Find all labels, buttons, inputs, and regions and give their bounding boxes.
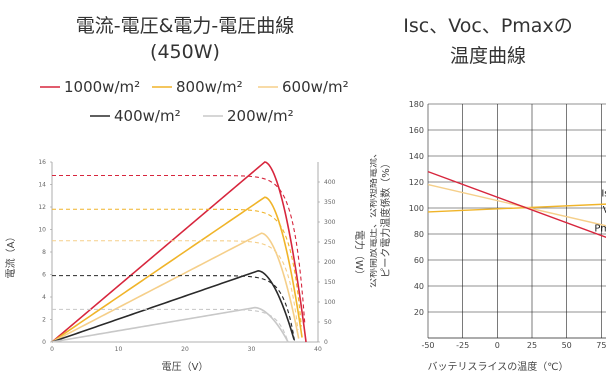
y-tick-label: 16 <box>38 159 46 166</box>
legend-label: 200w/m² <box>227 107 294 125</box>
series-line-Isc <box>427 203 606 213</box>
x-tick-label: 10 <box>115 346 123 353</box>
y-tick-label: 10 <box>38 227 46 234</box>
series-label-Voc: Voc <box>603 205 606 216</box>
chart-title: 電流-電圧&電力-電圧曲線 <box>76 15 295 37</box>
chart-title: Isc、Voc、Pmaxの <box>403 15 572 37</box>
legend-label: 600w/m² <box>282 78 349 96</box>
chart-subtitle: 温度曲線 <box>450 45 526 67</box>
y2-tick-label: 300 <box>324 219 336 226</box>
x-tick-label: 25 <box>527 341 537 350</box>
legend-label: 400w/m² <box>114 107 181 125</box>
y-axis-label-line2: ピーク電力温度係数（%） <box>379 158 392 278</box>
chart-subtitle: (450W) <box>150 41 220 63</box>
x-tick-label: 30 <box>248 346 256 353</box>
y-tick-label: 4 <box>42 294 46 301</box>
y2-axis-label: 電力（W） <box>353 230 366 280</box>
series-line-Voc <box>427 183 606 227</box>
pv-curve-600w/m² <box>51 232 300 343</box>
y-tick-label: 120 <box>409 178 424 187</box>
y-tick-label: 2 <box>42 317 46 324</box>
x-tick-label: -25 <box>456 341 469 350</box>
y-tick-label: 140 <box>409 152 424 161</box>
y-tick-label: 160 <box>409 126 424 135</box>
x-axis-label: 電圧（V） <box>162 361 209 373</box>
temperature-chart-panel: Isc、Voc、Pmaxの 温度曲線 20 40 60 80 100 120 140 160 1… <box>370 0 606 375</box>
y2-tick-label: 250 <box>324 239 336 246</box>
pv-curve-400w/m² <box>51 269 295 343</box>
legend-label: 800w/m² <box>176 78 243 96</box>
legend-label: 1000w/m² <box>64 78 140 96</box>
series-label-Isc: Isc <box>601 188 606 199</box>
x-tick-label: 0 <box>50 346 54 353</box>
y-tick-label: 80 <box>414 230 424 239</box>
iv-curve-200w/m² <box>52 308 289 343</box>
series-line-Pmax <box>427 170 606 238</box>
y2-tick-label: 50 <box>324 319 332 326</box>
y-tick-label: 40 <box>414 282 424 291</box>
iv-curve-600w/m² <box>52 240 299 331</box>
y-axis-label: 電流（A） <box>4 232 17 279</box>
plot-area: 20406080100120140160180-50-25025507510Is… <box>409 100 606 350</box>
y-tick-label: 20 <box>414 308 424 317</box>
y-tick-label: 100 <box>409 204 424 213</box>
pv-curve-200w/m² <box>51 306 289 343</box>
x-tick-label: 40 <box>314 346 322 353</box>
y-tick-label: 60 <box>414 256 424 265</box>
pv-curve-1000w/m² <box>51 161 307 343</box>
y2-tick-label: 150 <box>324 279 336 286</box>
x-tick-label: 0 <box>495 341 500 350</box>
y2-tick-label: 350 <box>324 199 336 206</box>
y-tick-label: 180 <box>409 100 424 109</box>
temperature-chart: Isc、Voc、Pmaxの 温度曲線 20 40 60 80 100 120 140 160 1… <box>370 15 606 373</box>
y2-tick-label: 400 <box>324 179 336 186</box>
legend: 1000w/m² 800w/m² 600w/m² 400w/m² 200w/m² <box>40 78 349 125</box>
iv-curve-800w/m² <box>52 208 302 327</box>
iv-curve-400w/m² <box>52 275 296 343</box>
y2-tick-label: 100 <box>324 299 336 306</box>
pv-curve-800w/m² <box>51 196 303 343</box>
x-tick-label: 50 <box>562 341 572 350</box>
iv-pv-chart-panel: 電流-電圧&電力-電圧曲線 (450W) 1000w/m² 800w/m² 600w… <box>4 15 366 373</box>
iv-pv-chart: 電流-電圧&電力-電圧曲線 (450W) 1000w/m² 800w/m² 600w… <box>4 15 366 373</box>
iv-curve-1000w/m² <box>52 174 306 323</box>
x-axis-label: バッテリスライスの温度（℃） <box>428 360 569 373</box>
series-label-Pmax: Pmax <box>594 223 606 234</box>
x-tick-label: 20 <box>181 346 189 353</box>
plot-area: 0 10 20 30 400246810121416050100150200250300… <box>38 159 335 353</box>
y-tick-label: 0 <box>42 339 46 346</box>
x-tick-label: 75 <box>596 341 606 350</box>
y2-tick-label: 200 <box>324 259 336 266</box>
y-tick-label: 8 <box>42 249 46 256</box>
x-tick-label: -50 <box>421 341 434 350</box>
y-axis-label-line1: 公称開放電圧、公称短絡電流、 <box>370 148 379 288</box>
y-tick-label: 14 <box>38 182 46 189</box>
y-tick-label: 6 <box>42 272 46 279</box>
y-tick-label: 12 <box>38 204 46 211</box>
y2-tick-label: 0 <box>324 339 328 346</box>
